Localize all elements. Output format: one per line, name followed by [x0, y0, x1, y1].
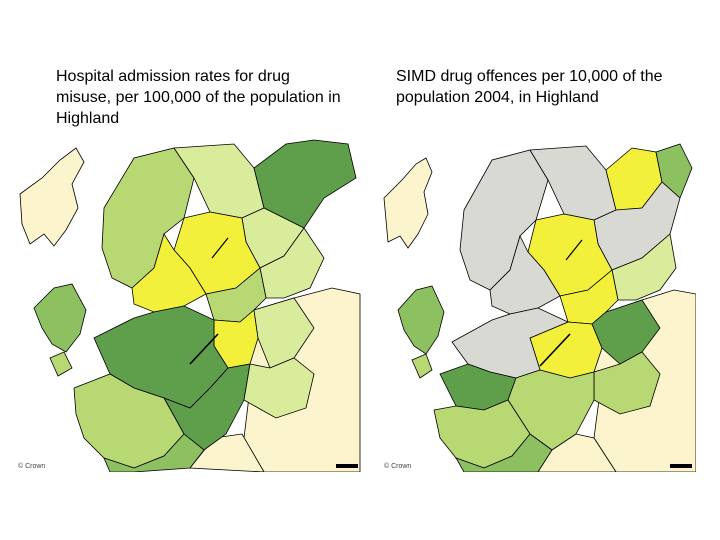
region-dornoch: [611, 233, 677, 301]
region-wester-ross: [489, 234, 561, 315]
hospital-admissions-map-graphic: [19, 139, 361, 472]
region-nairn: [591, 299, 661, 365]
hospital-admissions-map: © Crown: [14, 138, 362, 472]
region-small-isles: [49, 351, 73, 377]
region-small-isles: [411, 353, 433, 379]
region-south-west: [537, 433, 617, 472]
scale-bar: [336, 464, 358, 468]
drug-offences-map-graphic: [383, 143, 696, 472]
loch-ness: [189, 333, 219, 365]
loch-shin: [211, 237, 229, 259]
region-wester-ross: [131, 233, 207, 313]
region-dornoch: [259, 227, 325, 299]
region-western-isles: [383, 157, 433, 249]
loch-ness: [539, 333, 571, 367]
drug-offences-map: © Crown: [380, 138, 696, 472]
loch-shin: [565, 239, 583, 261]
region-badenoch: [593, 351, 661, 415]
region-badenoch: [243, 357, 315, 419]
region-morvern: [103, 433, 205, 472]
map-credit: © Crown: [384, 463, 412, 470]
scale-bar: [670, 464, 692, 468]
region-skye: [33, 283, 87, 353]
region-skye: [397, 285, 445, 355]
right-map-caption: SIMD drug offences per 10,000 of the pop…: [396, 68, 663, 106]
region-western-isles: [19, 147, 85, 247]
map-credit: © Crown: [18, 463, 46, 470]
left-map-caption: Hospital admission rates for drug misuse…: [56, 68, 341, 127]
